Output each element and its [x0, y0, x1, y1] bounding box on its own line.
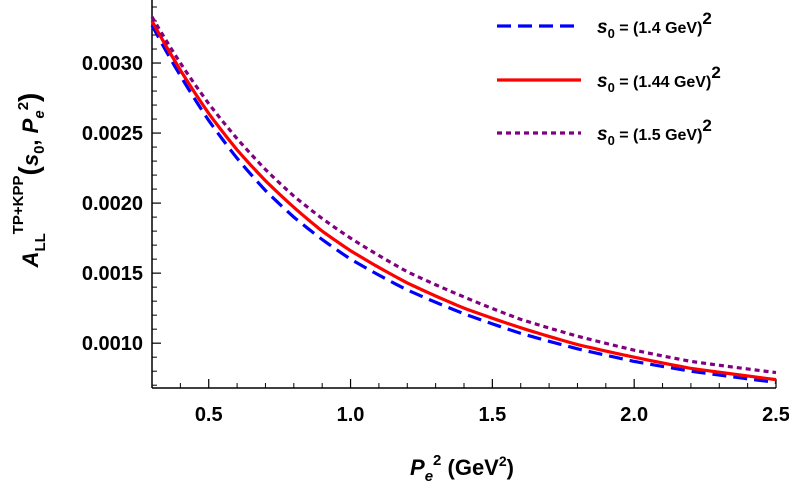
legend-label-1: s0 = (1.44 GeV)2	[597, 63, 721, 95]
y-tick-label: 0.0010	[82, 333, 143, 355]
x-tick-label: 1.0	[337, 404, 365, 426]
x-tick-label: 2.0	[620, 404, 648, 426]
y-axis-title: ALLTP+KPP(s0, Pe2)	[10, 93, 49, 269]
series-line-2	[150, 16, 777, 375]
series-line-0	[150, 24, 777, 384]
x-tick-label: 2.5	[762, 404, 789, 426]
legend-label-2: s0 = (1.5 GeV)2	[597, 116, 712, 148]
series-lines	[150, 16, 777, 384]
x-tick-label: 1.5	[478, 404, 506, 426]
x-tick-label: 0.5	[195, 404, 223, 426]
y-tick-label: 0.0030	[82, 53, 143, 75]
y-ticks: 0.0010 0.0015 0.0020 0.0025 0.0030	[82, 6, 161, 386]
y-tick-label: 0.0020	[82, 193, 143, 215]
legend-label-0: s0 = (1.4 GeV)2	[597, 9, 712, 41]
x-ticks: 0.5 1.0 1.5 2.0 2.5	[151, 379, 789, 426]
y-tick-label: 0.0025	[82, 123, 143, 145]
x-axis-title: Pe2 (GeV2)	[410, 452, 514, 485]
y-tick-label: 0.0015	[82, 263, 143, 285]
series-line-1	[150, 20, 777, 382]
plot-area: 0.5 1.0 1.5 2.0 2.5 0.0010 0.0015 0.0020 0.0025…	[82, 0, 789, 426]
legend: s0 = (1.4 GeV)2 s0 = (1.44 GeV)2 s0 = (1.5…	[497, 9, 721, 148]
